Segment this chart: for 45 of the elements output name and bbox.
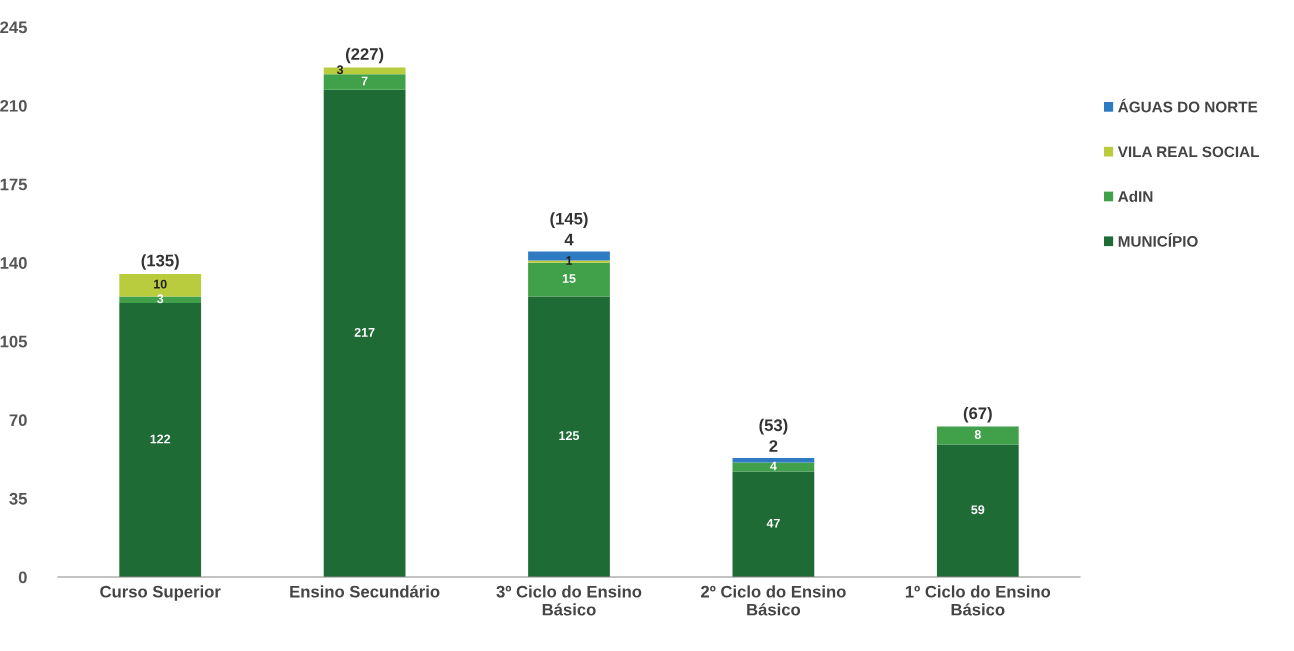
- bar: [323, 74, 406, 90]
- data-label: 125: [559, 431, 580, 441]
- y-tick-label: 245: [0, 21, 27, 34]
- bar: [323, 89, 406, 577]
- x-tick-label: 2º Ciclo do Ensino Básico: [701, 585, 846, 616]
- y-tick-label: 35: [9, 492, 27, 505]
- legend-label: ÁGUAS DO NORTE: [1118, 98, 1258, 113]
- x-tick-label: Ensino Secundário: [290, 585, 440, 598]
- data-label: 15: [562, 274, 576, 283]
- total-label: (135): [141, 254, 179, 270]
- y-tick-label: 210: [0, 99, 27, 112]
- total-label: (145): [550, 212, 588, 228]
- x-tick-label: 1º Ciclo do Ensino Básico: [905, 585, 1051, 616]
- y-tick-label: 70: [9, 414, 27, 427]
- data-label: 217: [354, 327, 375, 337]
- legend-label: MUNICÍPIO: [1118, 233, 1198, 247]
- total-label: (53): [759, 418, 788, 435]
- data-label: 122: [150, 434, 171, 444]
- bar: [936, 444, 1019, 577]
- legend-label: VILA REAL SOCIAL: [1117, 146, 1260, 158]
- bar: [119, 303, 202, 577]
- data-label: 7: [361, 76, 368, 86]
- bar: [528, 296, 610, 577]
- y-tick-label: 0: [18, 571, 27, 584]
- legend-label: AdIN: [1118, 190, 1153, 202]
- bar: [119, 296, 202, 304]
- y-tick-label: 175: [0, 178, 27, 191]
- x-tick-label: Curso Superior: [100, 585, 221, 601]
- bar: [732, 458, 815, 463]
- data-label: 4: [564, 233, 574, 246]
- bar: [936, 426, 1019, 445]
- data-label: 59: [971, 505, 985, 515]
- y-tick-label: 105: [0, 335, 27, 348]
- data-label: 10: [154, 279, 167, 289]
- data-label: 47: [766, 518, 780, 528]
- bar: [323, 67, 406, 75]
- total-label: (67): [963, 406, 992, 423]
- data-label: 4: [770, 461, 777, 471]
- data-label: 1: [566, 256, 573, 265]
- x-tick-label: 3º Ciclo do Ensino Básico: [496, 585, 642, 616]
- bar: [732, 471, 815, 577]
- data-label: 2: [769, 440, 778, 452]
- data-label: 8: [974, 430, 981, 439]
- total-label: (227): [345, 47, 384, 64]
- y-tick-label: 140: [0, 257, 27, 269]
